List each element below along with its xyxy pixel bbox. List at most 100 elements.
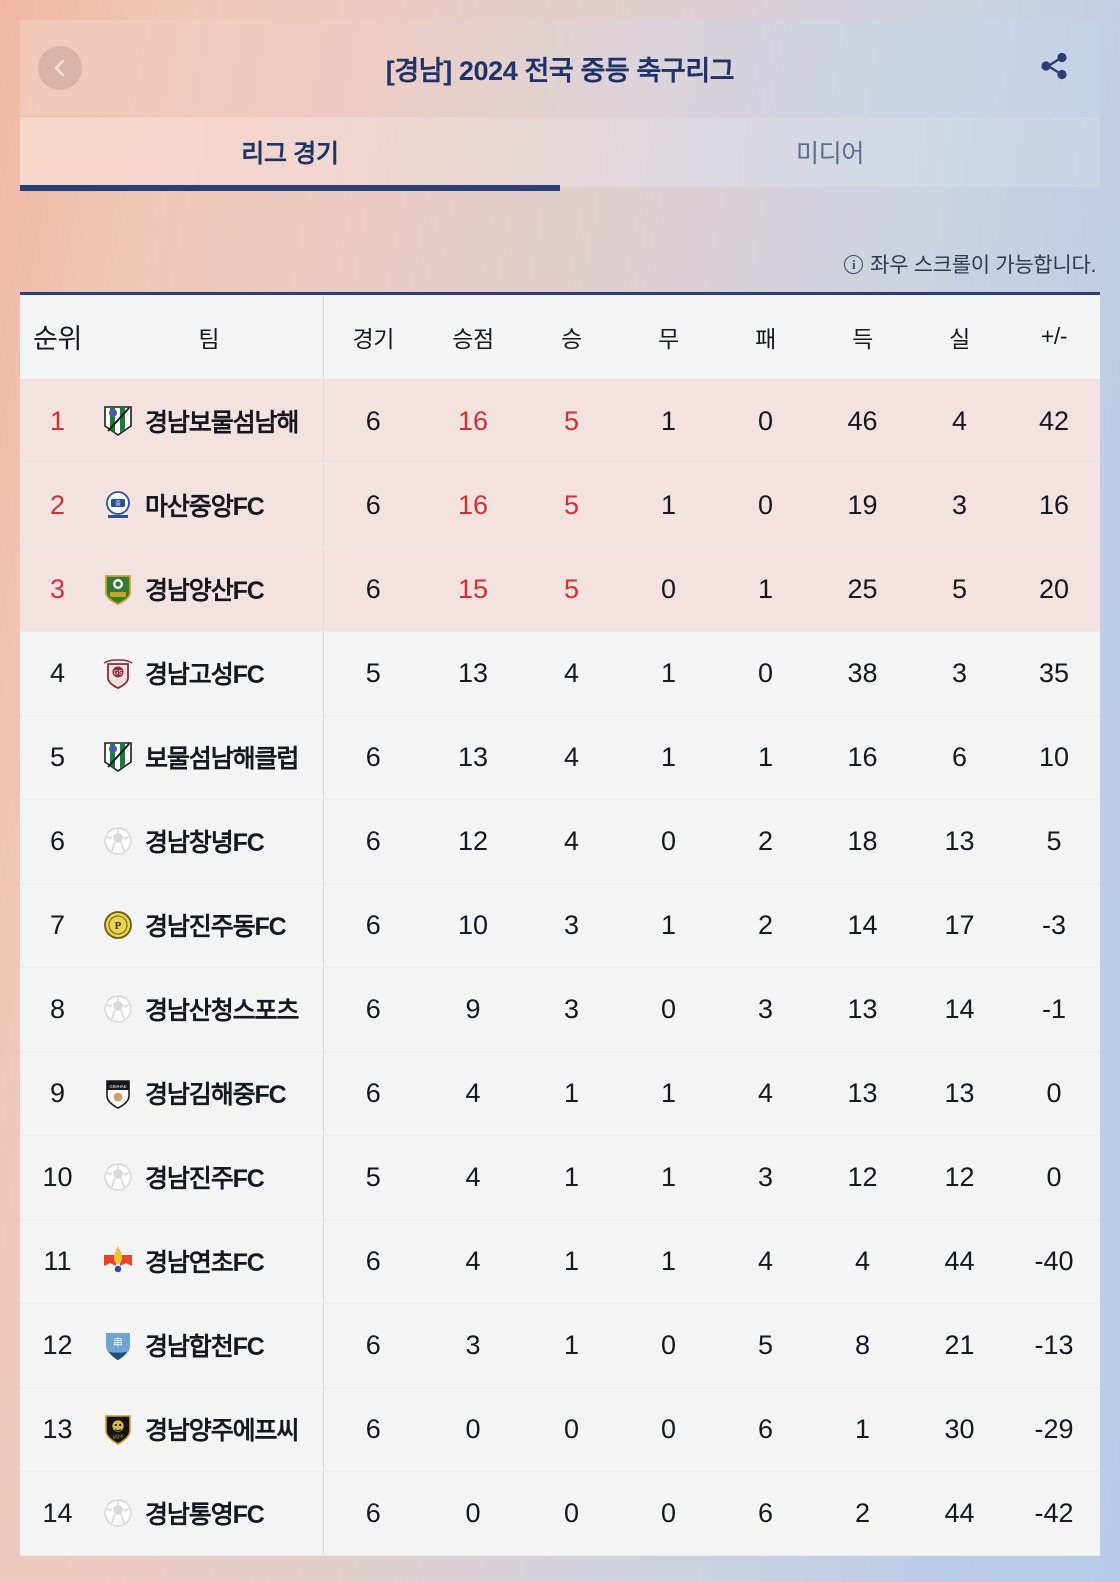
cell-losses: 4 [717, 1051, 814, 1136]
cell-goals-against: 12 [911, 1135, 1008, 1220]
soccer-ball-icon [101, 992, 135, 1026]
cell-team[interactable]: 보물섬남해클럽 [95, 715, 324, 800]
cell-rank: 10 [20, 1135, 95, 1220]
cell-team[interactable]: 경남양산FC [95, 547, 324, 632]
cell-draws: 0 [620, 967, 717, 1052]
cell-points: 15 [423, 547, 523, 632]
cell-team[interactable]: 경남연초FC [95, 1219, 324, 1304]
cell-games: 5 [323, 631, 423, 716]
table-row[interactable]: 9 GIMHAE 경남김해중FC 6 4 1 1 4 13 13 0 [20, 1051, 1100, 1136]
soccer-ball-icon [101, 1496, 135, 1530]
cell-goals-against: 3 [911, 463, 1008, 548]
cell-games: 6 [323, 715, 423, 800]
cell-points: 13 [423, 715, 523, 800]
cell-team[interactable]: 경남산청스포츠 [95, 967, 324, 1052]
scroll-hint: i 좌우 스크롤이 가능합니다. [844, 249, 1096, 279]
cell-rank: 7 [20, 883, 95, 968]
cell-points: 0 [423, 1387, 523, 1472]
cell-goal-diff: -1 [1008, 967, 1100, 1052]
back-button[interactable] [38, 46, 82, 90]
cell-goal-diff: 20 [1008, 547, 1100, 632]
cell-rank: 5 [20, 715, 95, 800]
standings-table: 순위 팀 경기 승점 승 무 패 득 실 +/- 1 경남보물섬남해 6 16 5 1 0 4… [20, 295, 1100, 1556]
column-header-points: 승점 [423, 295, 523, 380]
cell-points: 4 [423, 1051, 523, 1136]
table-row[interactable]: 7 P 경남진주동FC 6 10 3 1 2 14 17 -3 [20, 883, 1100, 968]
svg-text:남양주: 남양주 [112, 1433, 123, 1439]
table-row[interactable]: 11 경남연초FC 6 4 1 1 4 4 44 -40 [20, 1219, 1100, 1304]
cell-losses: 6 [717, 1387, 814, 1472]
cell-team[interactable]: P 경남진주동FC [95, 883, 324, 968]
cell-goal-diff: 42 [1008, 379, 1100, 464]
cell-goal-diff: -13 [1008, 1303, 1100, 1388]
cell-points: 16 [423, 463, 523, 548]
cell-wins: 1 [523, 1051, 620, 1136]
table-head: 순위 팀 경기 승점 승 무 패 득 실 +/- [20, 295, 1100, 380]
table-row[interactable]: 14 경남통영FC 6 0 0 0 6 2 44 -42 [20, 1471, 1100, 1556]
cell-goals-against: 5 [911, 547, 1008, 632]
table-row[interactable]: 3 경남양산FC 6 15 5 0 1 25 5 20 [20, 547, 1100, 632]
shield-green-gold-icon [101, 572, 135, 606]
cell-goals-against: 13 [911, 799, 1008, 884]
table-row[interactable]: 2 중 마산중앙FC 6 16 5 1 0 19 3 16 [20, 463, 1100, 548]
cell-rank: 12 [20, 1303, 95, 1388]
tab-league-matches[interactable]: 리그 경기 [20, 117, 560, 191]
crest-maroon-gs-icon: GS [101, 656, 135, 690]
cell-losses: 1 [717, 547, 814, 632]
team-name: 경남통영FC [145, 1501, 265, 1529]
cell-games: 6 [323, 1051, 423, 1136]
cell-games: 6 [323, 1471, 423, 1556]
cell-team[interactable]: 남양주 경남양주에프씨 [95, 1387, 324, 1472]
table-row[interactable]: 13 남양주 경남양주에프씨 6 0 0 0 6 1 30 -29 [20, 1387, 1100, 1472]
cell-team[interactable]: 경남진주FC [95, 1135, 324, 1220]
cell-goals-for: 19 [814, 463, 911, 548]
app-header: [경남] 2024 전국 중등 축구리그 [20, 20, 1100, 116]
cell-goals-for: 13 [814, 1051, 911, 1136]
cell-goals-against: 44 [911, 1219, 1008, 1304]
cell-points: 13 [423, 631, 523, 716]
cell-team[interactable]: 경남창녕FC [95, 799, 324, 884]
cell-draws: 0 [620, 799, 717, 884]
cell-draws: 0 [620, 547, 717, 632]
cell-rank: 13 [20, 1387, 95, 1472]
cell-goal-diff: 16 [1008, 463, 1100, 548]
cell-goals-for: 13 [814, 967, 911, 1052]
column-header-rank: 순위 [20, 295, 95, 380]
table-row[interactable]: 5 보물섬남해클럽 6 13 4 1 1 16 6 10 [20, 715, 1100, 800]
cell-draws: 0 [620, 1303, 717, 1388]
cell-team[interactable]: 경남통영FC [95, 1471, 324, 1556]
shield-black-tiger-icon: 남양주 [101, 1412, 135, 1446]
table-row[interactable]: 10 경남진주FC 5 4 1 1 3 12 12 0 [20, 1135, 1100, 1220]
table-row[interactable]: 4 GS 경남고성FC 5 13 4 1 0 38 3 35 [20, 631, 1100, 716]
share-button[interactable] [1028, 42, 1080, 94]
cell-team[interactable]: 중 마산중앙FC [95, 463, 324, 548]
cell-team[interactable]: 串 경남합천FC [95, 1303, 324, 1388]
standings-table-container[interactable]: 순위 팀 경기 승점 승 무 패 득 실 +/- 1 경남보물섬남해 6 16 5 1 0 4… [20, 292, 1100, 1556]
cell-games: 6 [323, 799, 423, 884]
column-header-goal-diff: +/- [1008, 295, 1100, 380]
tab-media[interactable]: 미디어 [560, 117, 1100, 187]
table-row[interactable]: 12 串 경남합천FC 6 3 1 0 5 8 21 -13 [20, 1303, 1100, 1388]
cell-goals-against: 4 [911, 379, 1008, 464]
cell-wins: 3 [523, 967, 620, 1052]
cell-team[interactable]: GS 경남고성FC [95, 631, 324, 716]
cell-goal-diff: -3 [1008, 883, 1100, 968]
column-header-goals-against: 실 [911, 295, 1008, 380]
soccer-ball-icon [101, 824, 135, 858]
cell-goals-for: 14 [814, 883, 911, 968]
cell-team[interactable]: 경남보물섬남해 [95, 379, 324, 464]
cell-goal-diff: 10 [1008, 715, 1100, 800]
cell-goals-for: 12 [814, 1135, 911, 1220]
cell-games: 6 [323, 883, 423, 968]
shield-green-stripes-icon [101, 740, 135, 774]
cell-team[interactable]: GIMHAE 경남김해중FC [95, 1051, 324, 1136]
column-header-wins: 승 [523, 295, 620, 380]
table-row[interactable]: 1 경남보물섬남해 6 16 5 1 0 46 4 42 [20, 379, 1100, 464]
cell-goals-against: 14 [911, 967, 1008, 1052]
cell-rank: 4 [20, 631, 95, 716]
table-row[interactable]: 6 경남창녕FC 6 12 4 0 2 18 13 5 [20, 799, 1100, 884]
shield-green-stripes-icon [101, 404, 135, 438]
cell-losses: 5 [717, 1303, 814, 1388]
table-row[interactable]: 8 경남산청스포츠 6 9 3 0 3 13 14 -1 [20, 967, 1100, 1052]
cell-losses: 2 [717, 799, 814, 884]
